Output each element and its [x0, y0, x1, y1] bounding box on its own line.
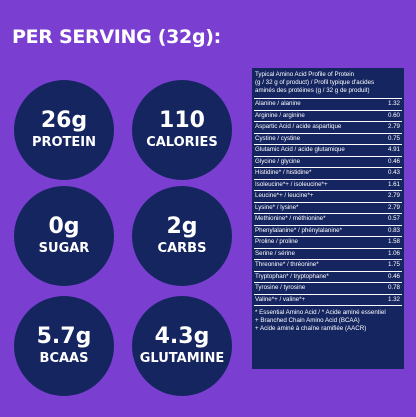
table-row: Aspartic Acid / acide aspartique 2.79 [254, 122, 402, 134]
amino-acid-value: 1.75 [387, 261, 400, 269]
stat-bcaas: 5.7g BCAAS [14, 296, 114, 396]
stat-value: 5.7g [36, 324, 92, 349]
amino-acid-value: 0.78 [387, 284, 400, 292]
stat-value: 110 [159, 108, 205, 133]
stat-value: 4.3g [154, 324, 210, 349]
amino-acid-value: 4.91 [387, 146, 400, 154]
footnote: * Essential Amino Acid / * Acide aminé e… [255, 309, 386, 316]
amino-acid-value: 2.79 [387, 123, 400, 131]
amino-acid-value: 0.75 [387, 134, 400, 142]
stat-label: GLUTAMINE [139, 351, 225, 366]
amino-acid-name: Glutamic Acid / acide glutamique [255, 146, 345, 154]
amino-acid-value: 0.43 [387, 169, 400, 177]
amino-acid-value: 0.83 [387, 226, 400, 234]
amino-acid-value: 1.61 [387, 180, 400, 188]
table-row: Phenylalanine* / phénylalanine* 0.83 [254, 226, 402, 237]
amino-acid-value: 0.46 [387, 272, 400, 280]
stat-label: CARBS [157, 241, 207, 256]
table-row: Valine*+ / valine*+ 1.32 [254, 295, 402, 306]
amino-acid-name: Tryptophan* / tryptophane* [255, 272, 329, 280]
stat-glutamine: 4.3g GLUTAMINE [132, 296, 232, 396]
table-row: Histidine* / histidine* 0.43 [254, 168, 402, 180]
table-row: Glutamic Acid / acide glutamique 4.91 [254, 145, 402, 157]
table-header-line: Typical Amino Acid Profile of Protein [255, 71, 355, 78]
table-row: Alanine / alanine 1.32 [254, 99, 402, 111]
stat-carbs: 2g CARBS [132, 186, 232, 286]
stat-sugar: 0g SUGAR [14, 186, 114, 286]
amino-acid-name: Tyrosine / tyrosine [255, 284, 306, 292]
table-row: Threonine* / thréonine* 1.75 [254, 260, 402, 272]
stat-calories: 110 CALORIES [132, 80, 232, 180]
table-row: Cystine / cystine 0.75 [254, 134, 402, 145]
amino-acid-name: Arginine / arginine [255, 111, 305, 119]
stat-label: SUGAR [38, 241, 90, 256]
table-row: Leucine*+ / leucine*+ 2.79 [254, 191, 402, 203]
table-row: Tryptophan* / tryptophane* 0.46 [254, 272, 402, 283]
amino-acid-value: 0.60 [387, 111, 400, 119]
amino-acid-name: Methionine* / méthionine* [255, 215, 326, 223]
amino-acid-value: 0.57 [387, 215, 400, 223]
amino-acid-name: Lysine* / lysine* [255, 203, 299, 211]
stat-value: 26g [40, 108, 88, 133]
table-header-line: aminés des protéines (g / 32 g de produi… [255, 87, 370, 94]
table-row: Proline / proline 1.58 [254, 237, 402, 249]
footnote: + Branched Chain Amino Acid (BCAA) [255, 317, 360, 324]
amino-acid-value: 1.32 [387, 100, 400, 108]
table-header: Typical Amino Acid Profile of Protein (g… [254, 70, 402, 99]
amino-acid-value: 1.58 [387, 238, 400, 246]
amino-acid-name: Glycine / glycine [255, 157, 301, 165]
stat-value: 2g [166, 214, 198, 239]
amino-acid-value: 2.79 [387, 203, 400, 211]
amino-acid-name: Threonine* / thréonine* [255, 261, 319, 269]
table-row: Isoleucine*+ / isoleucine*+ 1.61 [254, 180, 402, 191]
amino-acid-value: 1.32 [387, 295, 400, 303]
amino-acid-name: Isoleucine*+ / isoleucine*+ [255, 180, 328, 188]
footnote: + Acide aminé à chaîne ramifiée (AACR) [255, 325, 367, 332]
amino-acid-name: Aspartic Acid / acide aspartique [255, 123, 342, 131]
table-footnotes: * Essential Amino Acid / * Acide aminé e… [254, 306, 402, 333]
table-rows: Alanine / alanine 1.32 Arginine / arginine… [254, 99, 402, 306]
amino-acid-name: Cystine / cystine [255, 134, 301, 142]
amino-acid-value: 0.46 [387, 157, 400, 165]
amino-acid-value: 1.06 [387, 249, 400, 257]
amino-acid-table: Typical Amino Acid Profile of Protein (g… [252, 68, 404, 369]
stat-label: CALORIES [146, 135, 218, 150]
table-row: Lysine* / lysine* 2.79 [254, 203, 402, 214]
stat-protein: 26g PROTEIN [14, 80, 114, 180]
table-row: Serine / sérine 1.06 [254, 249, 402, 260]
stat-value: 0g [48, 214, 80, 239]
amino-acid-name: Histidine* / histidine* [255, 169, 312, 177]
table-row: Glycine / glycine 0.46 [254, 157, 402, 168]
stat-label: BCAAS [39, 351, 89, 366]
serving-title: PER SERVING (32g): [12, 26, 221, 48]
table-row: Methionine* / méthionine* 0.57 [254, 214, 402, 226]
amino-acid-name: Valine*+ / valine*+ [255, 295, 306, 303]
table-header-line: (g / 32 g of product) / Profil typique d… [255, 79, 375, 86]
table-row: Arginine / arginine 0.60 [254, 111, 402, 122]
table-row: Tyrosine / tyrosine 0.78 [254, 283, 402, 295]
amino-acid-name: Phenylalanine* / phénylalanine* [255, 226, 343, 234]
amino-acid-value: 2.79 [387, 192, 400, 200]
amino-acid-name: Proline / proline [255, 238, 298, 246]
amino-acid-name: Alanine / alanine [255, 100, 301, 108]
amino-acid-name: Leucine*+ / leucine*+ [255, 192, 314, 200]
amino-acid-name: Serine / sérine [255, 249, 295, 257]
stat-label: PROTEIN [31, 135, 97, 150]
